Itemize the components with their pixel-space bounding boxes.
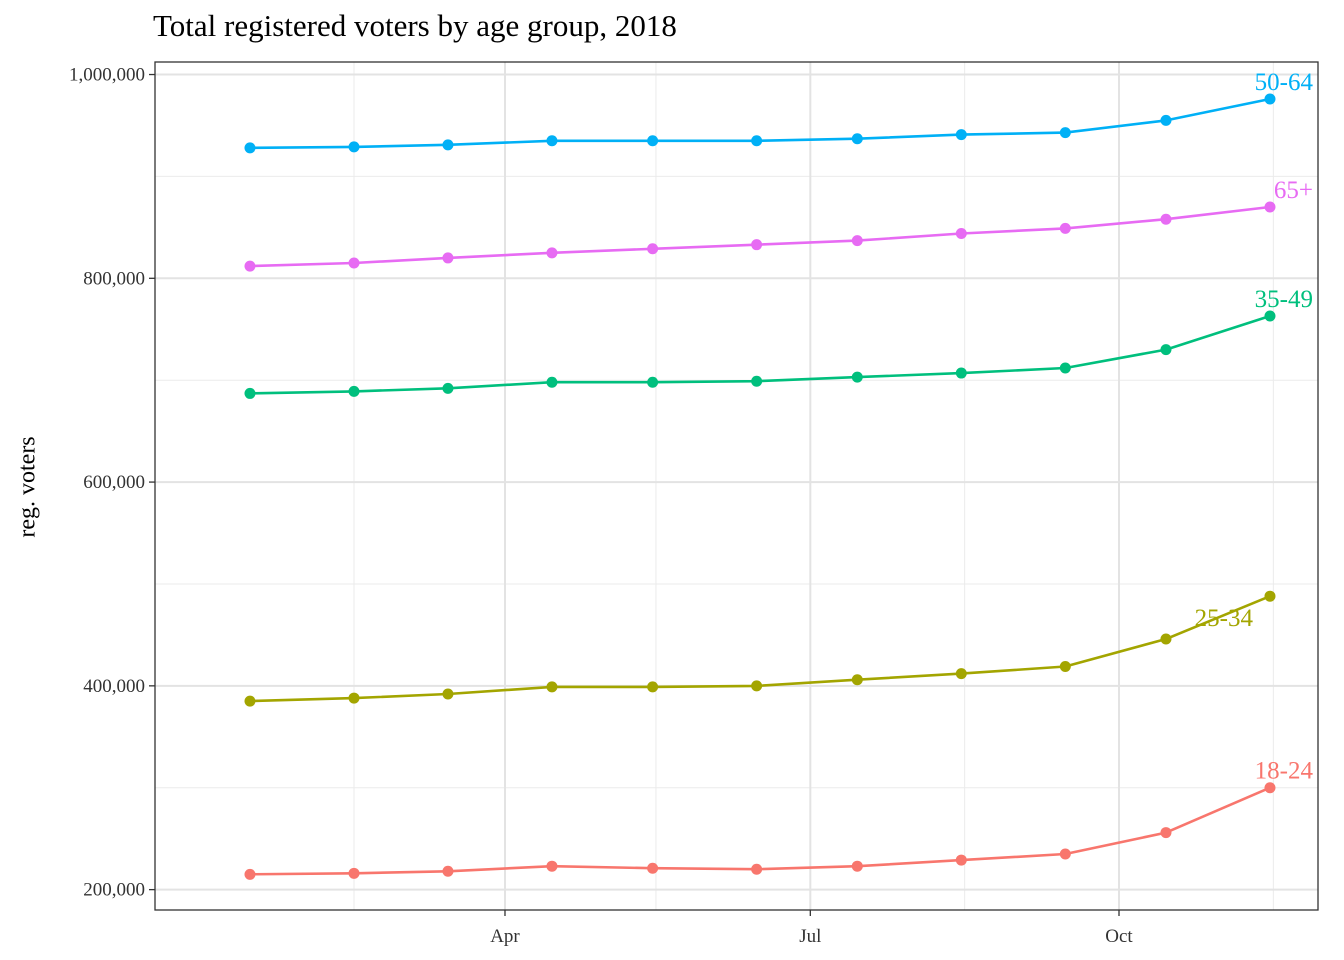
data-point-65: [851, 235, 863, 247]
data-point-18-24: [851, 860, 863, 872]
data-point-18-24: [1160, 827, 1172, 839]
data-point-65: [1059, 222, 1071, 234]
plot-panel-border: [154, 61, 1319, 911]
series-label-25-34: 25-34: [1195, 605, 1254, 632]
x-tick-label: Apr: [490, 926, 520, 947]
data-point-50-64: [442, 139, 454, 151]
series-label-35-49: 35-49: [1255, 286, 1313, 313]
x-tick-label: Oct: [1105, 926, 1133, 947]
data-point-25-34: [1059, 660, 1071, 672]
data-point-25-34: [851, 674, 863, 686]
plot-panel-background: [155, 62, 1318, 910]
data-point-65: [1160, 213, 1172, 225]
data-point-50-64: [1264, 93, 1276, 105]
data-point-50-64: [751, 135, 763, 147]
data-point-50-64: [1160, 114, 1172, 126]
data-point-65: [955, 227, 967, 239]
data-point-18-24: [442, 865, 454, 877]
chart-title: Total registered voters by age group, 20…: [153, 8, 677, 43]
data-point-65: [442, 252, 454, 264]
data-point-18-24: [348, 867, 360, 879]
data-point-18-24: [1059, 848, 1071, 860]
data-point-50-64: [244, 142, 256, 154]
data-point-50-64: [1059, 127, 1071, 139]
data-point-65: [546, 247, 558, 259]
data-point-25-34: [1160, 633, 1172, 645]
data-point-65: [647, 243, 659, 255]
data-point-25-34: [442, 688, 454, 700]
data-point-35-49: [751, 375, 763, 387]
data-point-35-49: [1059, 362, 1071, 374]
series-layer: 18-24 25-34 35-49 50-64 65+: [244, 69, 1313, 880]
data-point-65: [244, 260, 256, 272]
data-point-50-64: [851, 133, 863, 145]
data-point-65: [751, 239, 763, 251]
data-point-18-24: [647, 862, 659, 874]
data-point-35-49: [1264, 310, 1276, 322]
data-point-18-24: [751, 863, 763, 875]
data-point-35-49: [1160, 344, 1172, 356]
data-point-35-49: [546, 376, 558, 388]
data-point-50-64: [647, 135, 659, 147]
data-point-18-24: [955, 854, 967, 866]
y-tick-label: 800,000: [83, 268, 145, 289]
series-label-50-64: 50-64: [1255, 69, 1314, 96]
data-point-50-64: [955, 129, 967, 141]
data-point-18-24: [546, 860, 558, 872]
data-point-25-34: [244, 695, 256, 707]
data-point-35-49: [955, 367, 967, 379]
data-point-65: [348, 257, 360, 269]
data-point-25-34: [348, 692, 360, 704]
data-point-35-49: [244, 387, 256, 399]
y-tick-label: 1,000,000: [69, 65, 145, 86]
data-point-50-64: [348, 141, 360, 153]
data-point-25-34: [955, 668, 967, 680]
series-label-18-24: 18-24: [1255, 758, 1314, 785]
data-point-18-24: [1264, 782, 1276, 794]
series-label-65: 65+: [1274, 177, 1313, 204]
data-point-25-34: [751, 680, 763, 692]
x-tick-label: Jul: [799, 926, 821, 947]
y-tick-label: 400,000: [83, 676, 145, 697]
data-point-65: [1264, 201, 1276, 213]
data-point-25-34: [647, 681, 659, 693]
data-point-25-34: [1264, 590, 1276, 602]
data-point-50-64: [546, 135, 558, 147]
data-point-35-49: [851, 371, 863, 383]
data-point-25-34: [546, 681, 558, 693]
data-point-35-49: [348, 385, 360, 397]
y-tick-label: 600,000: [83, 472, 145, 493]
data-point-18-24: [244, 868, 256, 880]
y-tick-label: 200,000: [83, 880, 145, 901]
axes: 200,000 400,000 600,000 800,000 1,000,000 Apr…: [69, 65, 1133, 947]
data-point-35-49: [442, 382, 454, 394]
data-point-35-49: [647, 376, 659, 388]
